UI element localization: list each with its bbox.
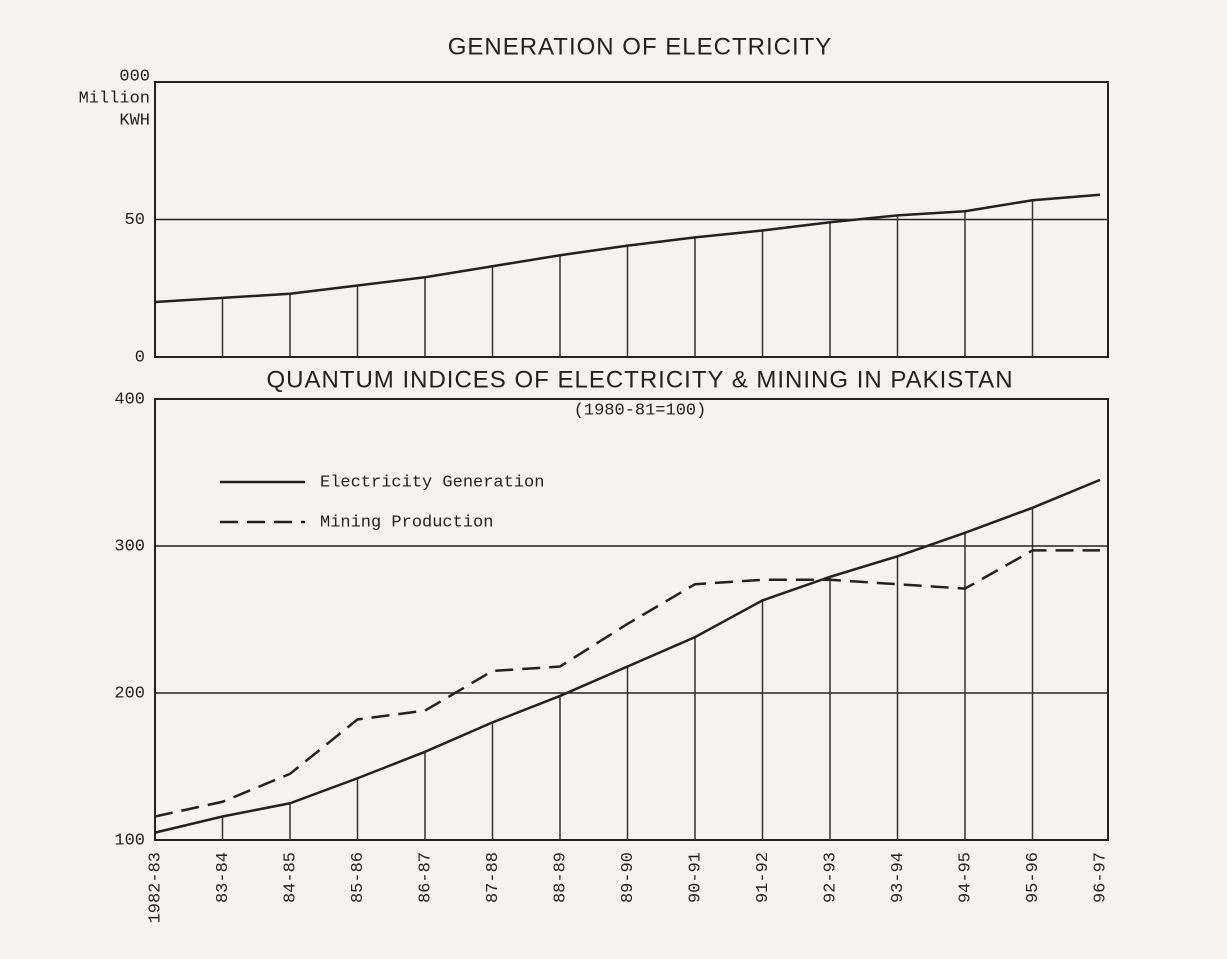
x-tick-label: 91-92 [754, 852, 773, 903]
y-axis-label: Million [79, 89, 150, 108]
y-tick-label: 50 [125, 211, 145, 230]
x-tick-label: 94-95 [956, 852, 975, 903]
x-tick-label: 96-97 [1091, 852, 1110, 903]
series-line [154, 549, 1100, 818]
y-axis-label: 000 [119, 67, 150, 86]
y-tick-label: 200 [114, 684, 145, 703]
y-tick-label: 0 [135, 348, 145, 367]
y-tick-label: 400 [114, 390, 145, 409]
x-tick-label: 84-85 [281, 852, 300, 903]
series-line [154, 478, 1101, 834]
x-tick-label: 90-91 [686, 852, 705, 903]
x-tick-label: 85-86 [349, 852, 368, 903]
x-tick-label: 92-93 [821, 852, 840, 903]
x-tick-label: 86-87 [416, 852, 435, 903]
chart-title: QUANTUM INDICES OF ELECTRICITY & MINING … [266, 366, 1013, 393]
x-tick-label: 87-88 [484, 852, 503, 903]
chart-title: GENERATION OF ELECTRICITY [448, 33, 833, 60]
y-tick-label: 100 [114, 831, 145, 850]
legend-label: Electricity Generation [320, 473, 544, 492]
y-tick-label: 300 [114, 537, 145, 556]
x-tick-label: 88-89 [551, 852, 570, 903]
x-tick-label: 1982-83 [146, 852, 165, 923]
x-tick-label: 95-96 [1024, 852, 1043, 903]
legend-label: Mining Production [320, 513, 493, 532]
chart-subtitle: (1980-81=100) [574, 401, 707, 420]
x-tick-label: 83-84 [214, 852, 233, 903]
series-line [154, 193, 1101, 304]
x-tick-label: 93-94 [889, 852, 908, 903]
x-tick-label: 89-90 [619, 852, 638, 903]
y-axis-label: KWH [119, 111, 150, 130]
